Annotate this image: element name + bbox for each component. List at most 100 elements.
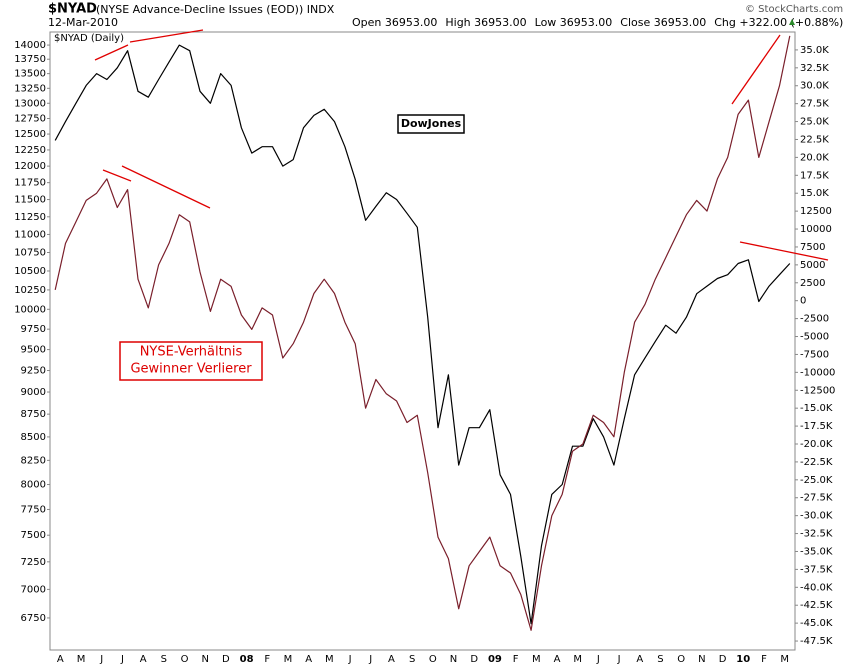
- quote-item: Close 36953.00: [620, 16, 706, 29]
- y-tick-label: 7500: [21, 530, 46, 541]
- quote: Open 36953.00 High 36953.00 Low 36953.00 Cl…: [352, 16, 843, 29]
- y-tick-label: 9500: [21, 345, 46, 356]
- y-tick-label: 8750: [21, 409, 46, 420]
- y-tick-label: 6750: [21, 613, 46, 624]
- y2-tick-label: -12500: [800, 385, 835, 396]
- x-tick-label: F: [264, 654, 270, 665]
- y2-tick-label: 2500: [800, 278, 825, 289]
- x-tick-label: J: [596, 654, 600, 665]
- x-tick-label: J: [368, 654, 372, 665]
- x-tick-label: J: [120, 654, 124, 665]
- y-tick-label: 7750: [21, 504, 46, 515]
- x-tick-label: O: [677, 654, 685, 665]
- trend-line: [731, 34, 781, 105]
- copyright: © StockCharts.com: [745, 4, 843, 15]
- annotation: Gewinner Verlierer: [130, 362, 252, 377]
- x-tick-label: M: [532, 654, 541, 665]
- trend-line: [94, 44, 129, 61]
- y2-tick-label: 25.0K: [800, 117, 829, 128]
- symbol: $NYAD: [48, 2, 97, 17]
- x-tick-label: 08: [240, 654, 254, 665]
- x-tick-label: 09: [488, 654, 502, 665]
- plot-frame: [49, 31, 796, 651]
- trend-line: [129, 29, 204, 43]
- y-tick-label: 13250: [14, 83, 46, 94]
- x-tick-label: A: [554, 654, 561, 665]
- y-tick-label: 11250: [14, 212, 46, 223]
- quote-item: Low 36953.00: [535, 16, 613, 29]
- y2-tick-label: -25.0K: [800, 475, 833, 486]
- x-tick-label: M: [77, 654, 86, 665]
- y-tick-label: 8000: [21, 480, 46, 491]
- y-tick-label: 9000: [21, 387, 46, 398]
- y-tick-label: 8250: [21, 455, 46, 466]
- quote-item: Chg +322.00 (+0.88%): [714, 16, 843, 29]
- y-tick-label: 12750: [14, 114, 46, 125]
- x-tick-label: D: [222, 654, 230, 665]
- y2-tick-label: 0: [800, 296, 806, 307]
- x-tick-label: A: [305, 654, 312, 665]
- trend-line: [121, 165, 211, 209]
- y2-tick-label: -40.0K: [800, 582, 833, 593]
- y-tick-label: 13000: [14, 98, 46, 109]
- y2-tick-label: 5000: [800, 260, 825, 271]
- y2-tick-label: 12500: [800, 206, 832, 217]
- y-tick-label: 11000: [14, 229, 46, 240]
- y2-tick-label: 20.0K: [800, 152, 829, 163]
- y-tick-label: 12000: [14, 161, 46, 172]
- x-tick-label: S: [657, 654, 663, 665]
- y-tick-label: 11500: [14, 195, 46, 206]
- x-tick-label: N: [450, 654, 457, 665]
- y2-tick-label: -2500: [800, 314, 829, 325]
- x-tick-label: M: [780, 654, 789, 665]
- y2-tick-label: 22.5K: [800, 134, 829, 145]
- quote-item: High 36953.00: [445, 16, 526, 29]
- annotation: NYSE-Verhältnis: [140, 345, 243, 360]
- series-line: [54, 35, 791, 631]
- y-tick-label: 13500: [14, 69, 46, 80]
- y2-tick-label: -32.5K: [800, 529, 833, 540]
- y-tick-label: 9250: [21, 366, 46, 377]
- trend-lines: [94, 29, 829, 261]
- symbol-name: (NYSE Advance-Decline Issues (EOD)) INDX: [96, 3, 335, 16]
- x-tick-label: F: [513, 654, 519, 665]
- y-tick-label: 11750: [14, 178, 46, 189]
- dow-label: DowJones: [401, 117, 462, 130]
- y2-tick-label: -30.0K: [800, 511, 833, 522]
- y2-tick-label: 10000: [800, 224, 832, 235]
- x-tick-label: A: [388, 654, 395, 665]
- y2-tick-label: 15.0K: [800, 188, 829, 199]
- y2-tick-label: 7500: [800, 242, 825, 253]
- x-tick-label: O: [181, 654, 189, 665]
- x-tick-label: A: [57, 654, 64, 665]
- x-tick-label: M: [284, 654, 293, 665]
- series-label: $NYAD (Daily): [54, 33, 124, 44]
- y2-tick-label: 17.5K: [800, 170, 829, 181]
- y2-tick-label: -17.5K: [800, 421, 833, 432]
- y2-tick-label: -35.0K: [800, 546, 833, 557]
- x-tick-label: M: [325, 654, 334, 665]
- y2-tick-label: 27.5K: [800, 99, 829, 110]
- up-arrow: [789, 19, 795, 25]
- y2-tick-label: -27.5K: [800, 493, 833, 504]
- y2-tick-label: -22.5K: [800, 457, 833, 468]
- y-tick-label: 10250: [14, 285, 46, 296]
- plot: [54, 35, 791, 631]
- series-line: [54, 44, 791, 625]
- x-tick-label: J: [348, 654, 352, 665]
- x-tick-label: A: [140, 654, 147, 665]
- y-tick-label: 7000: [21, 584, 46, 595]
- trend-line: [739, 241, 829, 261]
- y2-tick-label: 30.0K: [800, 81, 829, 92]
- dow-label-box: [397, 114, 465, 134]
- y-tick-label: 12500: [14, 129, 46, 140]
- x-tick-label: O: [429, 654, 437, 665]
- y-tick-label: 10750: [14, 248, 46, 259]
- y-tick-label: 10500: [14, 266, 46, 277]
- y2-tick-label: -37.5K: [800, 564, 833, 575]
- y2-tick-label: -7500: [800, 349, 829, 360]
- x-tick-label: D: [719, 654, 727, 665]
- y-tick-label: 10000: [14, 304, 46, 315]
